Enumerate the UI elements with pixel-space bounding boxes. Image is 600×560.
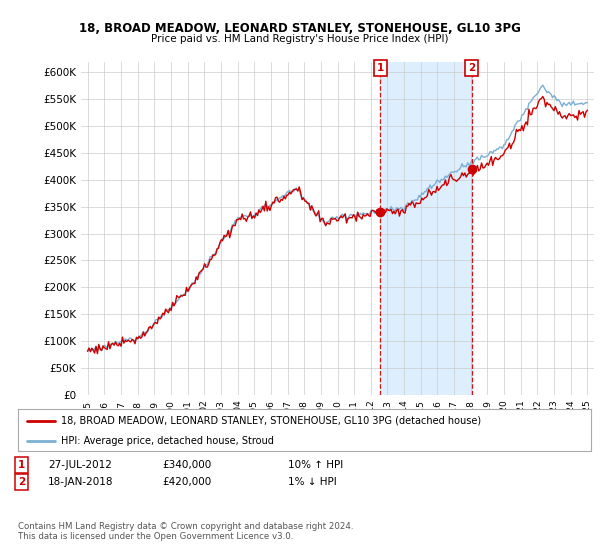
Text: £420,000: £420,000 bbox=[162, 477, 211, 487]
Text: Price paid vs. HM Land Registry's House Price Index (HPI): Price paid vs. HM Land Registry's House … bbox=[151, 34, 449, 44]
Text: 2: 2 bbox=[18, 477, 25, 487]
Text: 1% ↓ HPI: 1% ↓ HPI bbox=[288, 477, 337, 487]
Bar bbox=[380, 62, 472, 395]
Text: 18, BROAD MEADOW, LEONARD STANLEY, STONEHOUSE, GL10 3PG: 18, BROAD MEADOW, LEONARD STANLEY, STONE… bbox=[79, 22, 521, 35]
Text: 1: 1 bbox=[18, 460, 25, 470]
Text: 27-JUL-2012: 27-JUL-2012 bbox=[48, 460, 112, 470]
Text: Contains HM Land Registry data © Crown copyright and database right 2024.
This d: Contains HM Land Registry data © Crown c… bbox=[18, 522, 353, 542]
Text: 18, BROAD MEADOW, LEONARD STANLEY, STONEHOUSE, GL10 3PG (detached house): 18, BROAD MEADOW, LEONARD STANLEY, STONE… bbox=[61, 416, 481, 426]
Text: 1: 1 bbox=[377, 63, 384, 73]
Text: 10% ↑ HPI: 10% ↑ HPI bbox=[288, 460, 343, 470]
Text: 2: 2 bbox=[468, 63, 475, 73]
Text: 18-JAN-2018: 18-JAN-2018 bbox=[48, 477, 113, 487]
Text: £340,000: £340,000 bbox=[162, 460, 211, 470]
Text: HPI: Average price, detached house, Stroud: HPI: Average price, detached house, Stro… bbox=[61, 436, 274, 446]
